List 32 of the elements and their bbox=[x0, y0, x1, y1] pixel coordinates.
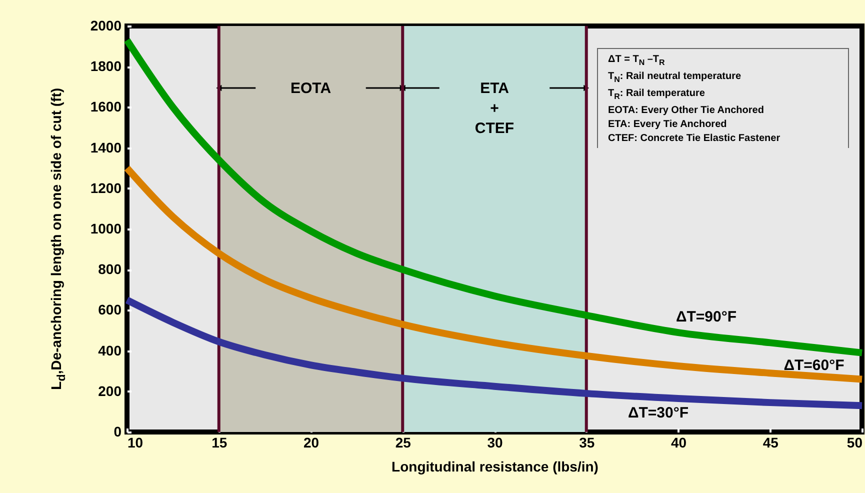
y-tick-label: 200 bbox=[98, 382, 122, 399]
series-label: ΔT=30°F bbox=[628, 404, 689, 422]
y-tick-label: 1200 bbox=[90, 180, 122, 196]
band-label: ETA + CTEF bbox=[474, 80, 514, 137]
x-tick-label: 50 bbox=[846, 434, 863, 450]
y-tick-label: 400 bbox=[98, 342, 122, 358]
annotation: ΔT = T$_{N}$ –T$_{R}$ bbox=[608, 53, 666, 69]
annotation: ETA: Every Tie Anchored bbox=[608, 118, 728, 132]
y-tick-label: 1600 bbox=[90, 98, 122, 115]
annotation: T$_{R}$: Rail temperature bbox=[608, 87, 706, 103]
y-tick-label: 2000 bbox=[90, 18, 122, 34]
x-axis-title: Longitudinal resistance (lbs/in) bbox=[392, 458, 598, 474]
x-tick-label: 25 bbox=[395, 434, 412, 450]
y-tick-label: 600 bbox=[98, 302, 122, 318]
y-tick-label: 1000 bbox=[90, 220, 122, 236]
band-label: EOTA bbox=[290, 80, 332, 97]
x-tick-label: 20 bbox=[303, 434, 320, 450]
x-tick-label: 10 bbox=[128, 434, 144, 450]
y-tick-label: 0 bbox=[114, 424, 122, 440]
annotation: CTEF: Concrete Tie Elastic Fastener bbox=[608, 132, 782, 146]
x-tick-label: 30 bbox=[487, 434, 503, 450]
series-label: ΔT=90°F bbox=[676, 308, 737, 326]
annotation: T$_{N}$: Rail neutral temperature bbox=[608, 70, 742, 86]
x-tick-label: 15 bbox=[212, 434, 228, 450]
y-tick-label: 1400 bbox=[90, 139, 122, 156]
y-tick-label: 1800 bbox=[90, 58, 122, 74]
x-tick-label: 35 bbox=[579, 434, 595, 450]
x-tick-label: 45 bbox=[762, 434, 779, 450]
y-tick-label: 800 bbox=[98, 261, 122, 278]
x-tick-label: 40 bbox=[670, 434, 687, 450]
annotation: EOTA: Every Other Tie Anchored bbox=[608, 104, 765, 118]
series-label: ΔT=60°F bbox=[784, 357, 844, 374]
